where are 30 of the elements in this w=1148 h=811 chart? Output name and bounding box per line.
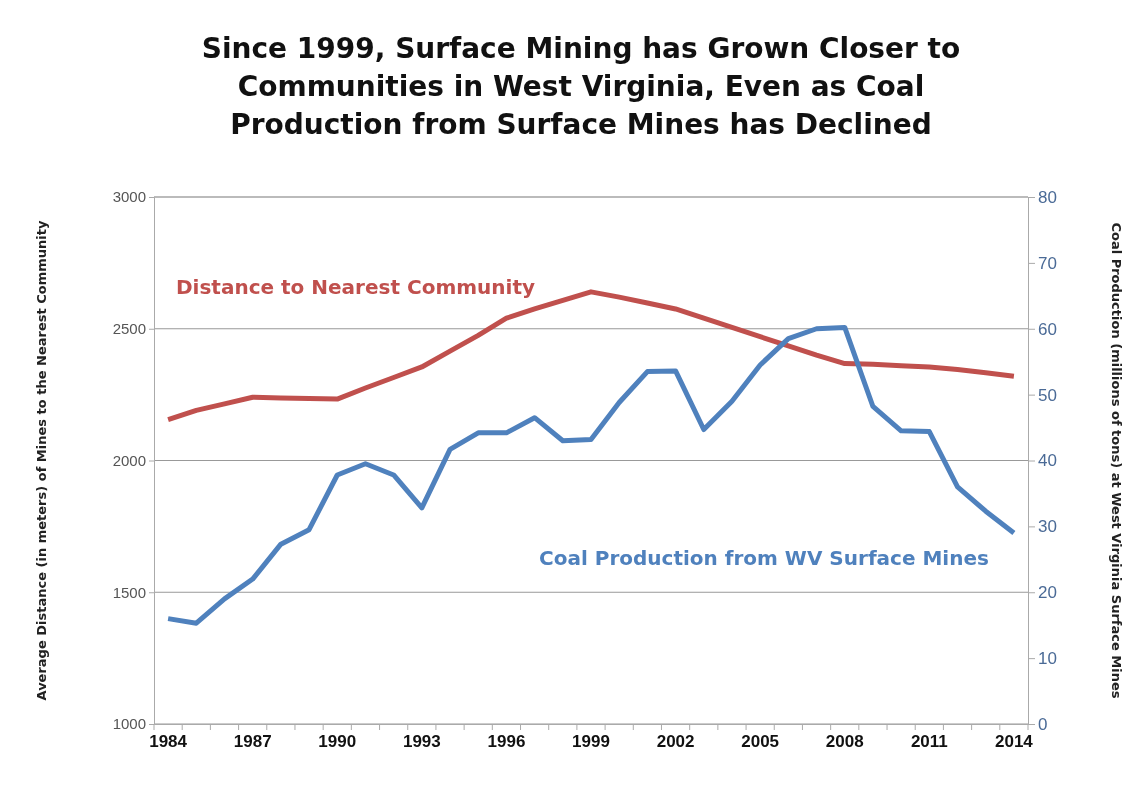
x-tick-label: 2014: [994, 732, 1034, 752]
y2-tick-label: 80: [1038, 187, 1057, 207]
y-axis-title: Average Distance (in meters) of Mines to the Nearest Community: [34, 220, 49, 701]
x-tick-label: 1984: [149, 732, 188, 752]
x-tick-label: 2002: [656, 732, 695, 752]
x-tick-label: 2008: [825, 732, 864, 752]
y2-tick-label: 50: [1038, 385, 1057, 405]
x-tick-label: 1999: [572, 732, 610, 752]
y-tick-label: 2000: [112, 451, 146, 469]
y-tick-label: 3000: [112, 188, 146, 206]
chart-title: Since 1999, Surface Mining has Grown Closer to Communities in West Virginia, Even as Coal Production from Surface Mines has Declined: [201, 32, 961, 141]
y2-tick-label: 40: [1038, 451, 1057, 471]
series-label: Coal Production from WV Surface Mines: [539, 546, 989, 570]
x-tick-label: 2005: [741, 732, 780, 752]
x-tick-label: 2011: [910, 732, 948, 752]
y2-tick-label: 60: [1038, 319, 1057, 339]
x-tick-label: 1993: [402, 732, 441, 752]
x-tick-label: 1987: [233, 732, 272, 752]
y2-tick-label: 10: [1038, 649, 1057, 669]
y2-tick-label: 20: [1038, 583, 1057, 603]
series-label: Distance to Nearest Community: [176, 275, 535, 299]
y2-tick-label: 0: [1038, 714, 1048, 734]
y2-tick-label: 30: [1038, 517, 1057, 537]
x-tick-label: 1990: [318, 732, 357, 752]
x-tick-label: 1996: [487, 732, 526, 752]
y-tick-label: 2500: [112, 320, 146, 338]
y2-tick-label: 70: [1038, 253, 1057, 273]
y-tick-label: 1000: [112, 715, 146, 733]
y2-axis-title: Coal Production (millions of tons) at West Virginia Surface Mines: [1109, 222, 1124, 699]
y-tick-label: 1500: [112, 583, 146, 601]
